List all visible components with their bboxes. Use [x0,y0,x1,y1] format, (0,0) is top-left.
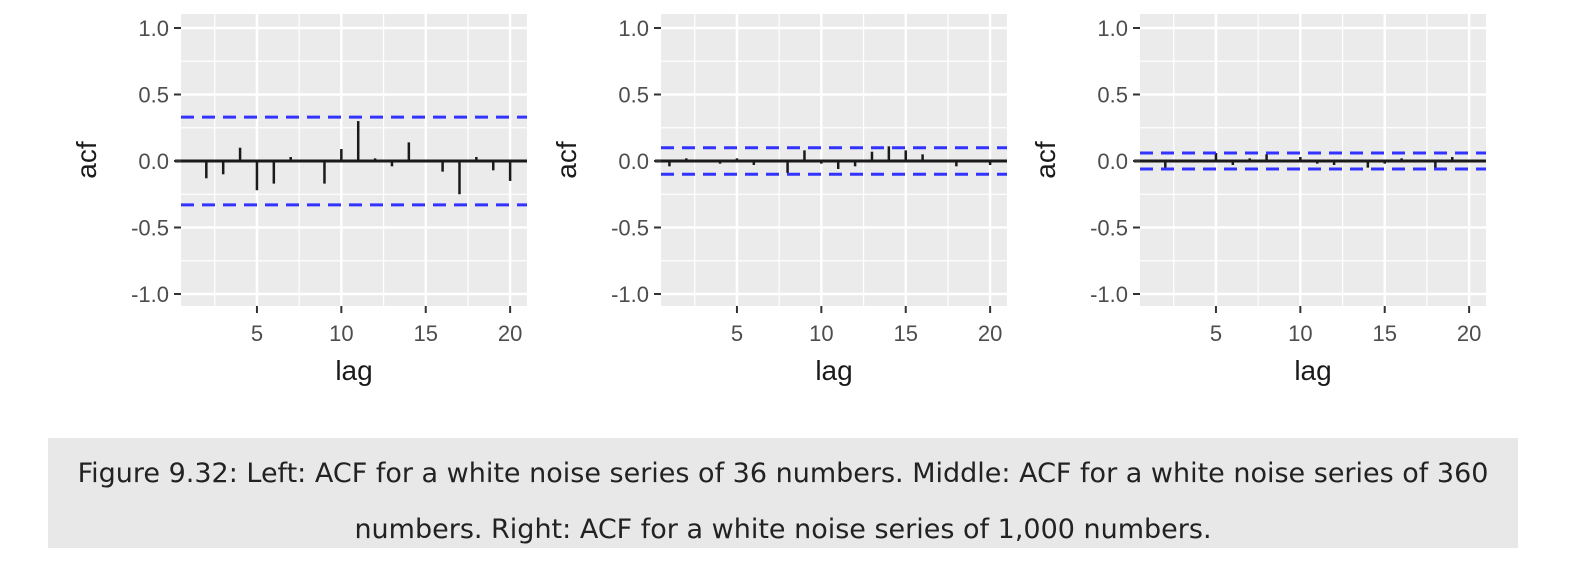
x-tick-label: 20 [978,321,1002,346]
y-tick-label: 1.0 [618,16,649,41]
y-tick-label: 1.0 [1097,16,1128,41]
x-tick-label: 15 [413,321,437,346]
y-tick-label: -0.5 [611,216,649,241]
y-tick-label: -1.0 [611,282,649,307]
y-tick-label: -0.5 [131,216,169,241]
x-tick-label: 5 [1210,321,1222,346]
caption-box: Figure 9.32: Left: ACF for a white noise… [48,438,1518,548]
x-tick-label: 10 [809,321,833,346]
x-tick-label: 20 [1457,321,1481,346]
acf-panel-3: -1.0 -0.5 0.0 0.5 1.0 5 10 15 20 lag acf [1030,14,1486,386]
y-tick-label: 0.5 [618,83,649,108]
acf-panels-svg: -1.0 -0.5 0.0 0.5 1.0 5 10 15 20 lag acf -1.0 -0.5 0.… [71,14,1486,386]
acf-figure: -1.0 -0.5 0.0 0.5 1.0 5 10 15 20 lag acf -1.0 -0.5 0.… [71,14,1486,386]
y-tick-label: 0.0 [138,149,169,174]
x-tick-label: 10 [329,321,353,346]
x-axis-title: lag [335,355,372,386]
figure-caption: Figure 9.32: Left: ACF for a white noise… [77,458,1489,545]
y-tick-label: 0.0 [1097,149,1128,174]
y-axis-title: acf [551,141,582,179]
y-tick-label: -1.0 [1090,282,1128,307]
x-tick-label: 15 [1372,321,1396,346]
x-axis-title: lag [1294,355,1331,386]
x-tick-label: 15 [893,321,917,346]
x-axis-title: lag [815,355,852,386]
x-tick-label: 10 [1288,321,1312,346]
y-axis-title: acf [71,141,102,179]
y-tick-label: -0.5 [1090,216,1128,241]
x-tick-label: 20 [498,321,522,346]
acf-panel-1: -1.0 -0.5 0.0 0.5 1.0 5 10 15 20 lag acf [71,14,527,386]
y-tick-label: 0.5 [1097,83,1128,108]
acf-panel-2: -1.0 -0.5 0.0 0.5 1.0 5 10 15 20 lag acf [551,14,1007,386]
y-axis-title: acf [1030,141,1061,179]
y-tick-label: 0.0 [618,149,649,174]
x-tick-label: 5 [731,321,743,346]
y-tick-label: 1.0 [138,16,169,41]
x-tick-label: 5 [251,321,263,346]
y-tick-label: 0.5 [138,83,169,108]
y-tick-label: -1.0 [131,282,169,307]
